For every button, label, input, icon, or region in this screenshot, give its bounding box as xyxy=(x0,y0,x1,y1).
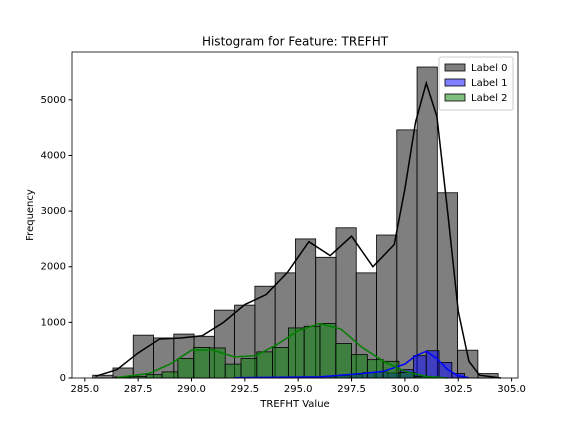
legend-label: Label 1 xyxy=(471,78,508,89)
x-tick-label: 285.0 xyxy=(70,384,99,395)
x-tick-label: 300.0 xyxy=(391,384,420,395)
y-tick-label: 2000 xyxy=(41,262,66,273)
bar xyxy=(161,371,179,379)
bar xyxy=(224,363,242,379)
bar xyxy=(382,360,400,379)
plot-frame xyxy=(71,51,519,379)
bar xyxy=(335,343,352,379)
chart-title: Histogram for Feature: TREFHT xyxy=(202,35,389,49)
legend-label: Label 2 xyxy=(471,93,508,104)
bar xyxy=(396,129,418,379)
x-axis-label: TREFHT Value xyxy=(259,399,329,410)
bar xyxy=(193,347,210,379)
legend: Label 0 Label 1 Label 2 xyxy=(438,56,514,111)
bar xyxy=(240,358,258,379)
kde-line xyxy=(116,322,448,379)
bar xyxy=(209,347,226,379)
x-tick-label: 295.0 xyxy=(284,384,313,395)
bar xyxy=(145,374,163,379)
legend-label: Label 0 xyxy=(471,63,508,74)
bar xyxy=(416,66,438,379)
x-tick-label: 290.0 xyxy=(177,384,206,395)
legend-swatch xyxy=(444,93,466,102)
kde-line xyxy=(95,80,502,379)
bar xyxy=(376,234,398,379)
bar xyxy=(132,334,154,379)
bar xyxy=(319,323,337,379)
y-tick-label: 5000 xyxy=(41,95,66,106)
bar xyxy=(303,325,321,379)
bar xyxy=(366,359,384,379)
kde-line xyxy=(234,350,470,379)
bar xyxy=(272,347,289,379)
y-axis-label: Frequency xyxy=(25,189,36,241)
y-tick-label: 3000 xyxy=(41,206,66,217)
bar xyxy=(256,351,273,379)
legend-swatch xyxy=(444,78,466,87)
x-tick-label: 287.5 xyxy=(124,384,153,395)
y-tick-label: 4000 xyxy=(41,150,66,161)
x-tick-label: 292.5 xyxy=(231,384,260,395)
legend-swatch xyxy=(444,63,466,72)
x-tick-label: 297.5 xyxy=(337,384,366,395)
y-tick-label: 0 xyxy=(60,373,66,384)
y-tick-label: 1000 xyxy=(41,317,66,328)
x-tick-label: 305.0 xyxy=(497,384,526,395)
bar xyxy=(436,192,459,379)
bar xyxy=(177,358,195,379)
x-tick-label: 302.5 xyxy=(444,384,473,395)
